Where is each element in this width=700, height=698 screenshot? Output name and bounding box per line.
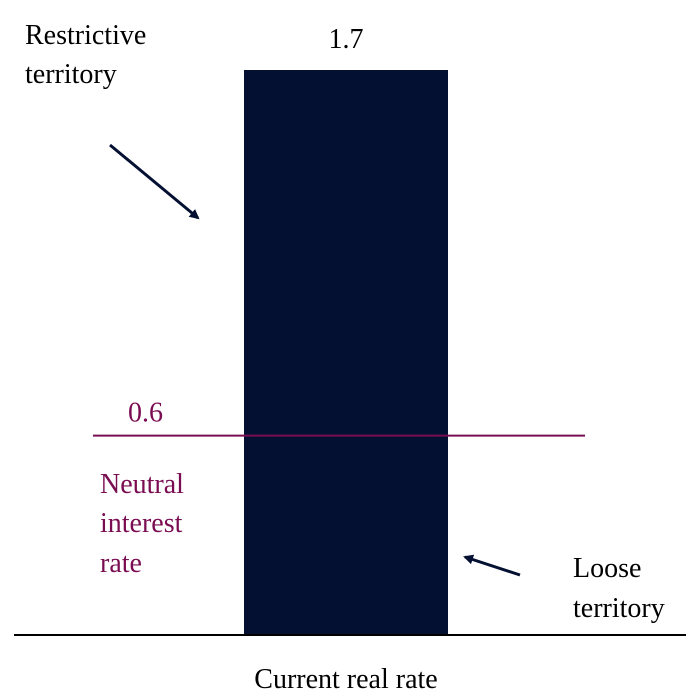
- neutral-label-line-2: interest: [100, 508, 183, 539]
- neutral-label-line-1: Neutral: [100, 469, 184, 500]
- restrictive-label-line-2: territory: [25, 59, 117, 90]
- bar-value-label: 1.7: [329, 24, 364, 55]
- restrictive-arrow: [109, 143, 200, 220]
- loose-arrow: [463, 554, 521, 577]
- neutral-label-line-3: rate: [100, 548, 142, 579]
- x-category-label: Current real rate: [254, 664, 437, 695]
- restrictive-label-line-1: Restrictive: [25, 20, 146, 51]
- loose-label-line-1: Loose: [573, 553, 641, 584]
- bar-current-real-rate: [244, 70, 448, 635]
- neutral-rate-value-label: 0.6: [128, 398, 163, 429]
- loose-label-line-2: territory: [573, 593, 665, 624]
